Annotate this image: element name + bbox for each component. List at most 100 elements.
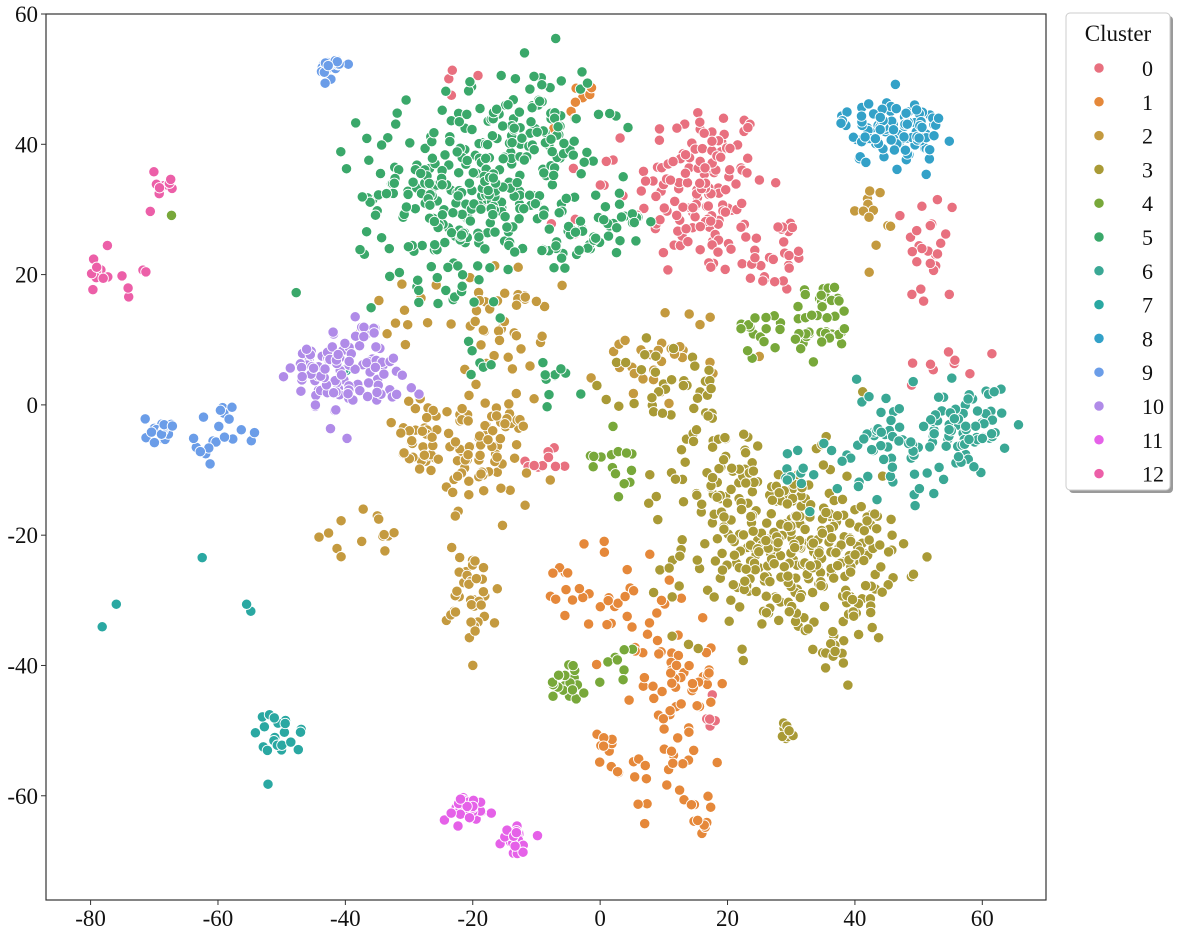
cluster-5-point xyxy=(622,121,634,134)
cluster-3-point xyxy=(760,590,772,602)
cluster-3-point xyxy=(665,374,678,386)
cluster-5-point xyxy=(598,214,610,226)
cluster-1-point xyxy=(653,648,665,660)
cluster-5-point xyxy=(555,75,567,87)
cluster-6-point xyxy=(996,407,1008,419)
cluster-2-point xyxy=(456,402,468,415)
cluster-6-point xyxy=(878,453,890,466)
cluster-5-point xyxy=(628,216,640,229)
cluster-3-point xyxy=(830,547,842,559)
cluster-0-point xyxy=(706,135,718,147)
cluster-4-point xyxy=(789,333,802,345)
cluster-5-point xyxy=(402,188,414,201)
cluster-0-point xyxy=(702,200,714,212)
cluster-1-point xyxy=(594,756,606,768)
cluster-2-point xyxy=(663,397,675,410)
cluster-0-point xyxy=(742,121,754,134)
cluster-0-point xyxy=(653,123,666,135)
cluster-1-point xyxy=(675,698,687,710)
cluster-9-point xyxy=(322,59,334,72)
cluster-4-point xyxy=(618,664,630,676)
cluster-0-point xyxy=(679,149,692,161)
cluster-10-point xyxy=(330,404,342,416)
cluster-3-point xyxy=(690,424,703,436)
cluster-2-point xyxy=(508,452,521,464)
cluster-2-point xyxy=(493,334,506,347)
cluster-4-point xyxy=(602,656,614,668)
cluster-5-point xyxy=(516,132,528,144)
cluster-8-point xyxy=(888,144,901,156)
cluster-3-point xyxy=(728,549,741,561)
cluster-6-point xyxy=(893,435,905,447)
cluster-4-point xyxy=(620,447,633,459)
cluster-5-point xyxy=(555,363,567,375)
cluster-3-point xyxy=(875,561,887,573)
cluster-3-point xyxy=(807,643,819,656)
cluster-6-point xyxy=(850,373,863,385)
cluster-6-point xyxy=(893,421,906,433)
cluster-1-point xyxy=(573,582,586,595)
cluster-1-point xyxy=(686,677,699,690)
cluster-5-point xyxy=(499,210,511,223)
cluster-2-point xyxy=(475,339,487,351)
cluster-3-point xyxy=(600,393,612,406)
cluster-6-point xyxy=(928,428,940,440)
cluster-2-point xyxy=(538,300,551,313)
cluster-1-point xyxy=(638,671,651,684)
cluster-3-point xyxy=(869,508,881,520)
cluster-3-point xyxy=(691,489,703,501)
cluster-5-point xyxy=(364,196,376,208)
cluster-5-point xyxy=(388,177,400,189)
cluster-2-point xyxy=(504,484,516,496)
cluster-3-point xyxy=(750,585,762,598)
cluster-3-point xyxy=(591,379,603,392)
cluster-8-point xyxy=(860,156,872,169)
x-tick-label: 0 xyxy=(594,906,606,931)
cluster-2-point xyxy=(463,389,475,402)
cluster-3-point xyxy=(709,555,722,567)
cluster-11-point xyxy=(452,820,464,832)
cluster-3-point xyxy=(669,473,682,485)
legend-label-12: 12 xyxy=(1142,462,1164,487)
legend-box xyxy=(1065,12,1171,491)
cluster-3-point xyxy=(647,586,660,599)
cluster-0-point xyxy=(687,202,699,214)
cluster-3-point xyxy=(772,537,784,549)
cluster-3-point xyxy=(726,533,738,545)
cluster-5-point xyxy=(369,209,382,221)
cluster-0-point xyxy=(681,177,694,189)
cluster-2-point xyxy=(512,261,524,273)
cluster-5-point xyxy=(537,356,549,369)
cluster-3-point xyxy=(760,534,772,547)
cluster-6-point xyxy=(913,482,926,495)
cluster-5-point xyxy=(456,280,468,292)
cluster-10-point xyxy=(387,352,400,364)
cluster-4-point xyxy=(816,336,828,348)
cluster-0-point xyxy=(792,245,805,257)
cluster-8-point xyxy=(887,124,900,136)
cluster-4-point xyxy=(735,323,747,335)
cluster-0-point xyxy=(664,174,677,186)
cluster-6-point xyxy=(988,386,1000,398)
cluster-5-point xyxy=(365,302,377,314)
cluster-2-point xyxy=(499,418,511,430)
cluster-5-point xyxy=(354,243,366,256)
cluster-10-point xyxy=(319,363,331,375)
cluster-6-point xyxy=(917,420,930,433)
cluster-0-point xyxy=(704,713,716,725)
cluster-6-point xyxy=(797,462,809,474)
cluster-0-point xyxy=(705,261,717,273)
cluster-3-point xyxy=(783,606,795,618)
cluster-2-point xyxy=(510,330,523,342)
cluster-5-point xyxy=(463,177,476,189)
cluster-5-point xyxy=(502,263,514,276)
cluster-4-point xyxy=(607,420,619,433)
cluster-3-point xyxy=(646,392,658,404)
cluster-9-point xyxy=(223,413,235,425)
cluster-6-point xyxy=(871,493,883,506)
cluster-12-point xyxy=(153,182,166,194)
cluster-2-point xyxy=(449,510,461,522)
cluster-12-point xyxy=(148,166,160,178)
cluster-3-point xyxy=(756,618,768,630)
cluster-3-point xyxy=(740,477,752,489)
